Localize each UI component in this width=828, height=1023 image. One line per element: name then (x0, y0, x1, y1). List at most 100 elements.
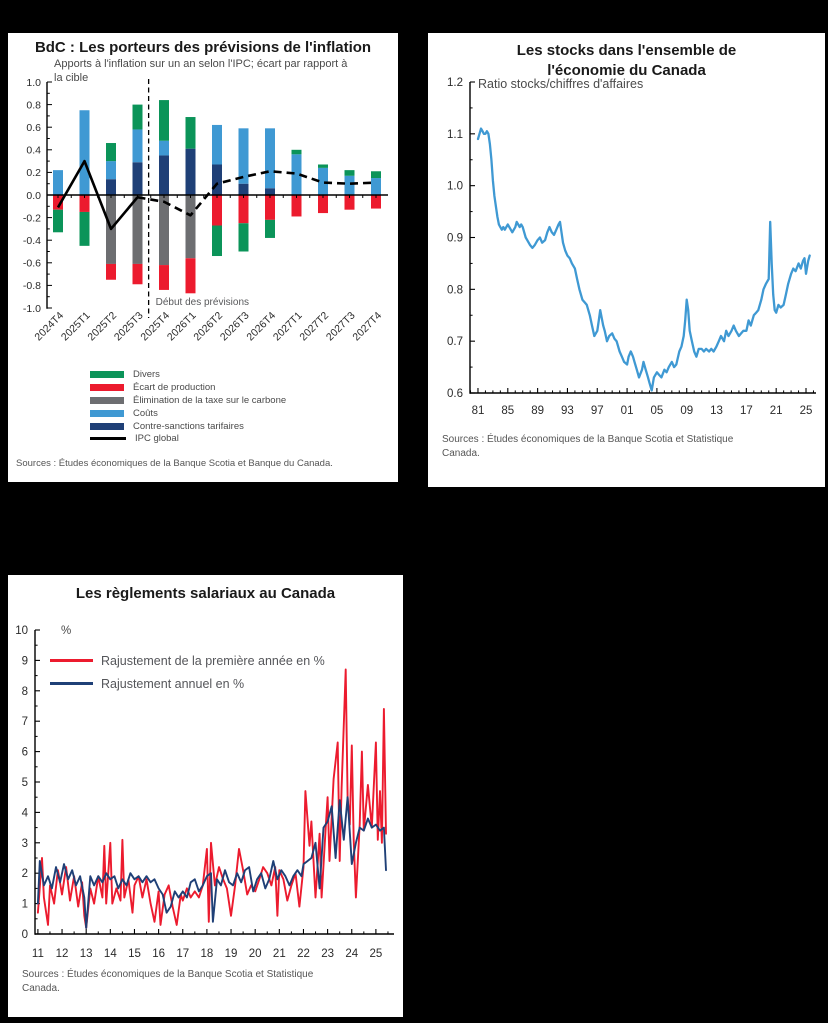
tick-label: -0.8 (23, 280, 41, 292)
tick-label: 7 (22, 716, 28, 728)
bar-segment (238, 183, 249, 195)
tick-label: 11 (32, 948, 44, 960)
bar-segment (185, 148, 196, 195)
legend-item: Divers (90, 368, 286, 381)
tick-label: 5 (22, 777, 28, 789)
tick-label: 19 (225, 948, 238, 960)
bar-segment (159, 100, 169, 141)
tick-label: 13 (80, 948, 93, 960)
axes-group: 1.2 1.1 1.0 0.9 0.8 0.7 0.6 81 85 89 93 97 01 05 09 13 1… (447, 77, 816, 417)
bar-segment (318, 164, 328, 168)
tick-label: 93 (561, 405, 574, 417)
panel-wage-settlements: 10 9 8 7 6 5 4 3 2 1 0 11 12 13 14 15 16 17 18 19 20 21 22 23 24… (8, 575, 403, 1017)
tick-label: 05 (651, 405, 664, 417)
tick-label: 21 (273, 948, 286, 960)
legend-item: Rajustement de la première année en % (50, 649, 325, 672)
tick-label: 12 (56, 948, 69, 960)
legend-label: Contre-sanctions tarifaires (133, 420, 244, 432)
legend-item: Rajustement annuel en % (50, 672, 325, 695)
data-line (476, 127, 811, 392)
tick-label: -0.2 (23, 212, 41, 224)
bar-segment (238, 223, 249, 252)
legend-item: Coûts (90, 407, 286, 420)
source-note: Sources : Études économiques de la Banqu… (442, 434, 734, 459)
tick-label: 14 (104, 948, 117, 960)
tick-label: 10 (15, 625, 28, 637)
tick-label: 1.1 (447, 129, 463, 141)
tick-label: 01 (621, 405, 634, 417)
bar-segment (318, 167, 328, 195)
tick-label: 0.9 (447, 233, 463, 245)
bar-segment (159, 155, 169, 195)
bar-segment (265, 128, 275, 189)
page-title: BdC : Les porteurs des prévisions de l'i… (34, 39, 372, 56)
tick-label: -1.0 (23, 303, 41, 315)
bar-segment (185, 117, 196, 149)
bar-segment (132, 195, 143, 264)
panel-bdc-inflation-forecast: 1.0 0.8 0.6 0.4 0.2 0.0 -0.2 -0.4 -0.6 -0.8 -1.0 20… (8, 33, 398, 482)
tick-label: 0.6 (26, 122, 41, 134)
bar-segment (53, 170, 63, 195)
legend-label: Écart de production (133, 381, 216, 393)
tick-label: 0.4 (26, 145, 41, 157)
tick-label: 2027T4 (350, 310, 384, 344)
tick-label: 23 (321, 948, 334, 960)
legend-label: Élimination de la taxe sur le carbone (133, 394, 287, 406)
ipc-line-solid (56, 159, 139, 231)
tick-label: 0.6 (447, 388, 463, 400)
bar-segment (344, 175, 355, 195)
tick-label: Début des prévisions (156, 297, 249, 308)
bar-segment (212, 225, 222, 257)
stocks-ratio-line-chart: 1.2 1.1 1.0 0.9 0.8 0.7 0.6 81 85 89 93 97 01 05 09 13 1… (447, 77, 816, 417)
bar-segment (212, 164, 222, 195)
y-axis-unit-label: % (61, 625, 72, 637)
tick-label: 1.0 (26, 77, 41, 89)
legend-label: Coûts (133, 407, 158, 419)
panel-stocks-ratio: 1.2 1.1 1.0 0.9 0.8 0.7 0.6 81 85 89 93 97 01 05 09 13 1… (428, 33, 825, 487)
bar-segment (53, 195, 63, 210)
tick-label: 09 (680, 405, 693, 417)
legend-item: Contre-sanctions tarifaires (90, 420, 286, 433)
chart-subtitle: Ratio stocks/chiffres d'affaires (478, 77, 644, 91)
bar-segment (344, 195, 355, 210)
tick-label: 17 (176, 948, 189, 960)
bar-segment (159, 195, 169, 266)
bar-segment (265, 219, 275, 238)
tick-label: -0.6 (23, 258, 41, 270)
bar-segment (79, 110, 90, 195)
bdc-inflation-stacked-bar-chart: 1.0 0.8 0.6 0.4 0.2 0.0 -0.2 -0.4 -0.6 -0.8 -1.0 20… (23, 77, 388, 344)
data-line (36, 668, 387, 929)
tick-label: 81 (472, 405, 485, 417)
chart-title: Les règlements salariaux au Canada (75, 585, 336, 602)
tick-label: 85 (501, 405, 514, 417)
bar-segment (265, 188, 275, 195)
legend-item: Écart de production (90, 381, 286, 394)
legend-label: IPC global (135, 433, 179, 445)
tick-label: 0 (22, 929, 28, 941)
tick-label: 20 (249, 948, 262, 960)
tick-label: 22 (297, 948, 310, 960)
source-note: Sources : Études économiques de la Banqu… (22, 969, 314, 994)
bar-segment (185, 195, 196, 259)
tick-label: 25 (369, 948, 382, 960)
tick-label: 16 (152, 948, 165, 960)
bar-segment (132, 104, 143, 130)
bar-segment (132, 263, 143, 285)
tick-label: 3 (22, 838, 28, 850)
bar-segment (185, 258, 196, 294)
bar-segment (106, 263, 116, 280)
bar-segment (159, 265, 169, 290)
axes-group: 1.0 0.8 0.6 0.4 0.2 0.0 -0.2 -0.4 -0.6 -0.8 -1.0 20… (23, 77, 388, 344)
bar-segment (79, 211, 90, 246)
tick-label: 8 (22, 686, 28, 698)
tick-label: 0.2 (26, 167, 41, 179)
legend-color-swatch (90, 370, 124, 378)
data-line (36, 796, 387, 929)
bar-segment (79, 195, 90, 212)
bar-segment (371, 178, 381, 195)
bar-segment (291, 154, 302, 195)
tick-label: 1.2 (447, 77, 463, 89)
